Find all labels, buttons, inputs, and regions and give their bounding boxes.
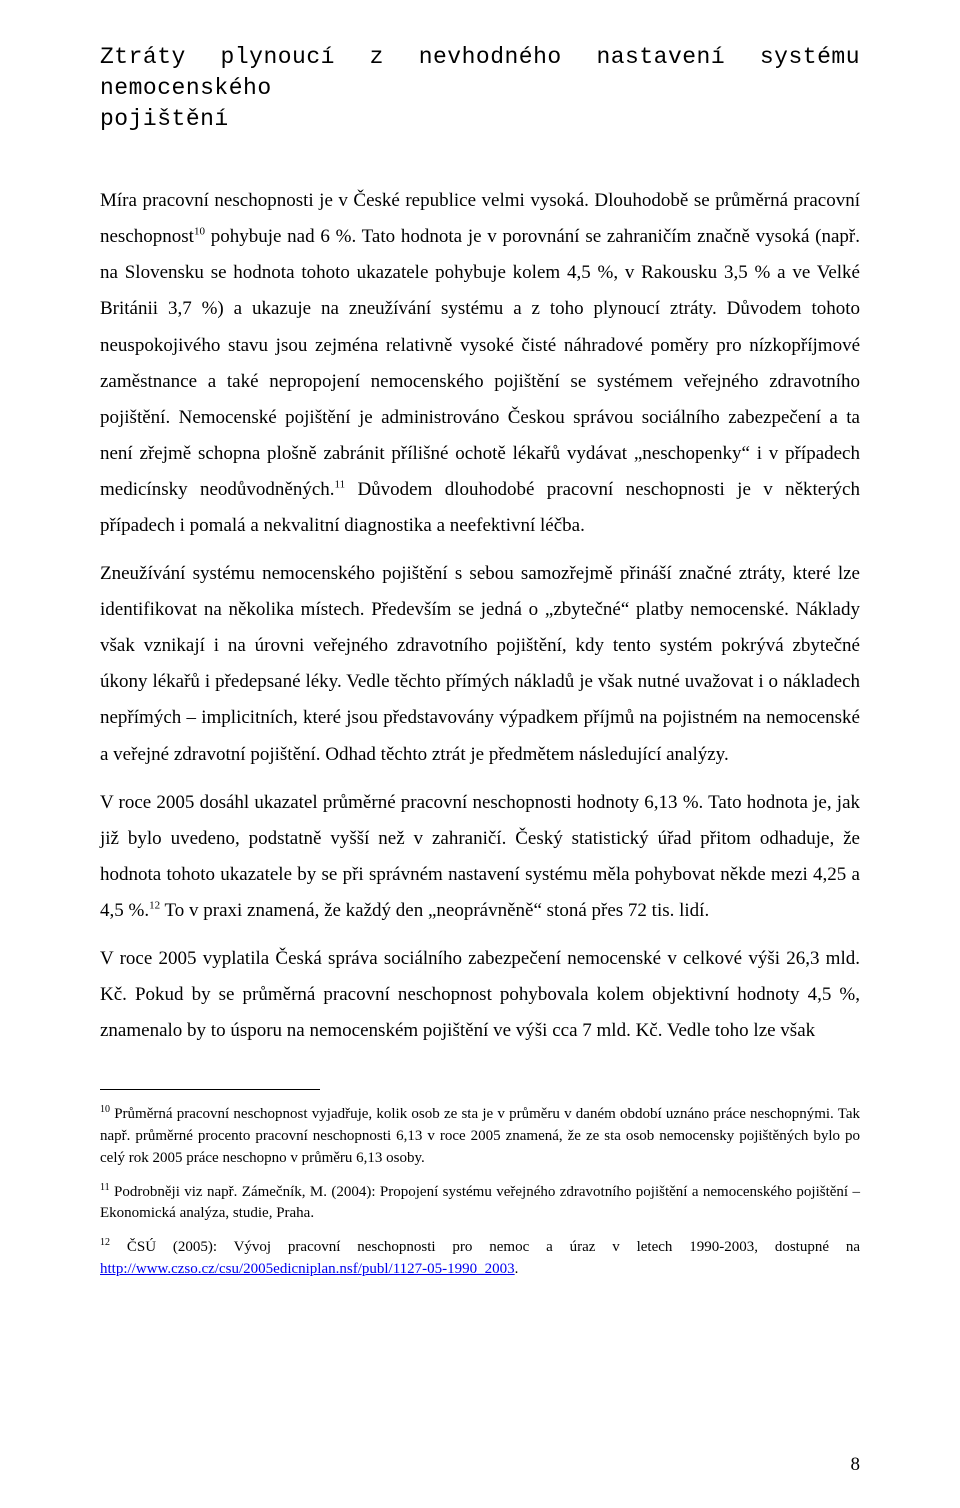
paragraph-1-part-b: pohybuje nad 6 %. Tato hodnota je v poro… (100, 226, 860, 500)
footnote-ref-12: 12 (149, 900, 160, 912)
footnote-10: 10 Průměrná pracovní neschopnost vyjadřu… (100, 1104, 860, 1169)
footnote-11-marker: 11 (100, 1182, 110, 1193)
footnote-ref-11: 11 (335, 479, 346, 491)
paragraph-4: V roce 2005 vyplatila Česká správa sociá… (100, 941, 860, 1049)
footnote-11-text: Podrobněji viz např. Zámečník, M. (2004)… (100, 1184, 860, 1222)
paragraph-1: Míra pracovní neschopnosti je v České re… (100, 183, 860, 544)
footnote-10-text: Průměrná pracovní neschopnost vyjadřuje,… (100, 1106, 860, 1166)
footnote-separator (100, 1089, 320, 1090)
paragraph-3: V roce 2005 dosáhl ukazatel průměrné pra… (100, 785, 860, 929)
footnote-12-marker: 12 (100, 1237, 110, 1248)
paragraph-3-part-b: To v praxi znamená, že každý den „neoprá… (160, 900, 709, 921)
document-page: Ztráty plynoucí z nevhodného nastavení s… (0, 0, 960, 1508)
footnote-10-marker: 10 (100, 1104, 110, 1115)
paragraph-2: Zneužívání systému nemocenského pojištěn… (100, 556, 860, 773)
footnote-12-link[interactable]: http://www.czso.cz/csu/2005edicniplan.ns… (100, 1261, 515, 1277)
footnote-12-text-b: . (515, 1261, 519, 1277)
footnote-ref-10: 10 (194, 226, 205, 238)
section-heading: Ztráty plynoucí z nevhodného nastavení s… (100, 42, 860, 135)
heading-line-2: pojištění (100, 104, 860, 135)
footnote-12-text-a: ČSÚ (2005): Vývoj pracovní neschopnosti … (110, 1239, 860, 1255)
footnote-11: 11 Podrobněji viz např. Zámečník, M. (20… (100, 1182, 860, 1226)
page-number: 8 (851, 1454, 861, 1476)
footnote-12: 12 ČSÚ (2005): Vývoj pracovní neschopnos… (100, 1237, 860, 1281)
heading-line-1: Ztráty plynoucí z nevhodného nastavení s… (100, 42, 860, 104)
